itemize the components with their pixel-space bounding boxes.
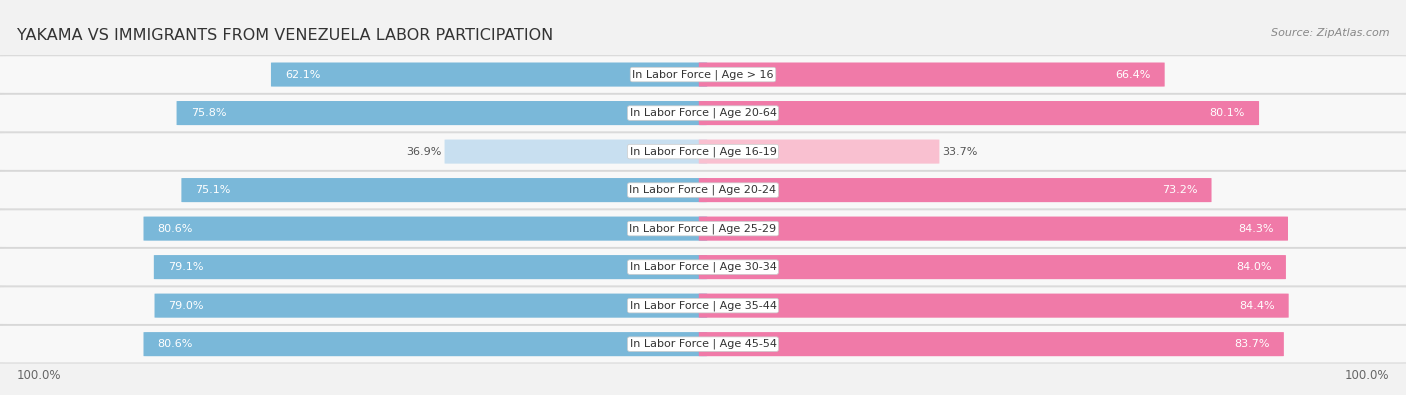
Text: 62.1%: 62.1% [285,70,321,79]
Text: In Labor Force | Age > 16: In Labor Force | Age > 16 [633,69,773,80]
Text: 36.9%: 36.9% [406,147,441,156]
Text: 66.4%: 66.4% [1115,70,1150,79]
Text: In Labor Force | Age 16-19: In Labor Force | Age 16-19 [630,146,776,157]
FancyBboxPatch shape [699,255,1286,279]
Text: 84.4%: 84.4% [1239,301,1275,310]
Text: Source: ZipAtlas.com: Source: ZipAtlas.com [1271,28,1389,38]
Text: In Labor Force | Age 45-54: In Labor Force | Age 45-54 [630,339,776,350]
FancyBboxPatch shape [699,139,939,164]
FancyBboxPatch shape [0,133,1406,171]
FancyBboxPatch shape [444,139,707,164]
FancyBboxPatch shape [699,101,1258,125]
Text: In Labor Force | Age 30-34: In Labor Force | Age 30-34 [630,262,776,273]
FancyBboxPatch shape [155,293,707,318]
FancyBboxPatch shape [0,287,1406,325]
Text: 33.7%: 33.7% [942,147,977,156]
FancyBboxPatch shape [0,248,1406,286]
FancyBboxPatch shape [0,56,1406,94]
FancyBboxPatch shape [699,178,1212,202]
FancyBboxPatch shape [699,216,1288,241]
FancyBboxPatch shape [181,178,707,202]
Text: In Labor Force | Age 20-24: In Labor Force | Age 20-24 [630,185,776,196]
Text: In Labor Force | Age 20-64: In Labor Force | Age 20-64 [630,108,776,118]
Text: 75.8%: 75.8% [191,108,226,118]
FancyBboxPatch shape [0,94,1406,132]
Text: 80.6%: 80.6% [157,339,193,349]
Text: 79.0%: 79.0% [169,301,204,310]
FancyBboxPatch shape [271,62,707,87]
Text: 79.1%: 79.1% [167,262,204,272]
Text: 100.0%: 100.0% [17,369,62,382]
Text: 84.0%: 84.0% [1236,262,1272,272]
Text: 84.3%: 84.3% [1239,224,1274,233]
FancyBboxPatch shape [153,255,707,279]
Text: 83.7%: 83.7% [1234,339,1270,349]
FancyBboxPatch shape [0,171,1406,209]
FancyBboxPatch shape [699,332,1284,356]
FancyBboxPatch shape [699,62,1164,87]
Text: YAKAMA VS IMMIGRANTS FROM VENEZUELA LABOR PARTICIPATION: YAKAMA VS IMMIGRANTS FROM VENEZUELA LABO… [17,28,553,43]
Text: 100.0%: 100.0% [1344,369,1389,382]
FancyBboxPatch shape [143,332,707,356]
FancyBboxPatch shape [0,325,1406,363]
FancyBboxPatch shape [699,293,1289,318]
Text: 80.1%: 80.1% [1209,108,1244,118]
Text: In Labor Force | Age 25-29: In Labor Force | Age 25-29 [630,223,776,234]
Text: In Labor Force | Age 35-44: In Labor Force | Age 35-44 [630,300,776,311]
Text: 73.2%: 73.2% [1161,185,1198,195]
FancyBboxPatch shape [0,210,1406,248]
FancyBboxPatch shape [143,216,707,241]
Text: 75.1%: 75.1% [195,185,231,195]
FancyBboxPatch shape [177,101,707,125]
Text: 80.6%: 80.6% [157,224,193,233]
